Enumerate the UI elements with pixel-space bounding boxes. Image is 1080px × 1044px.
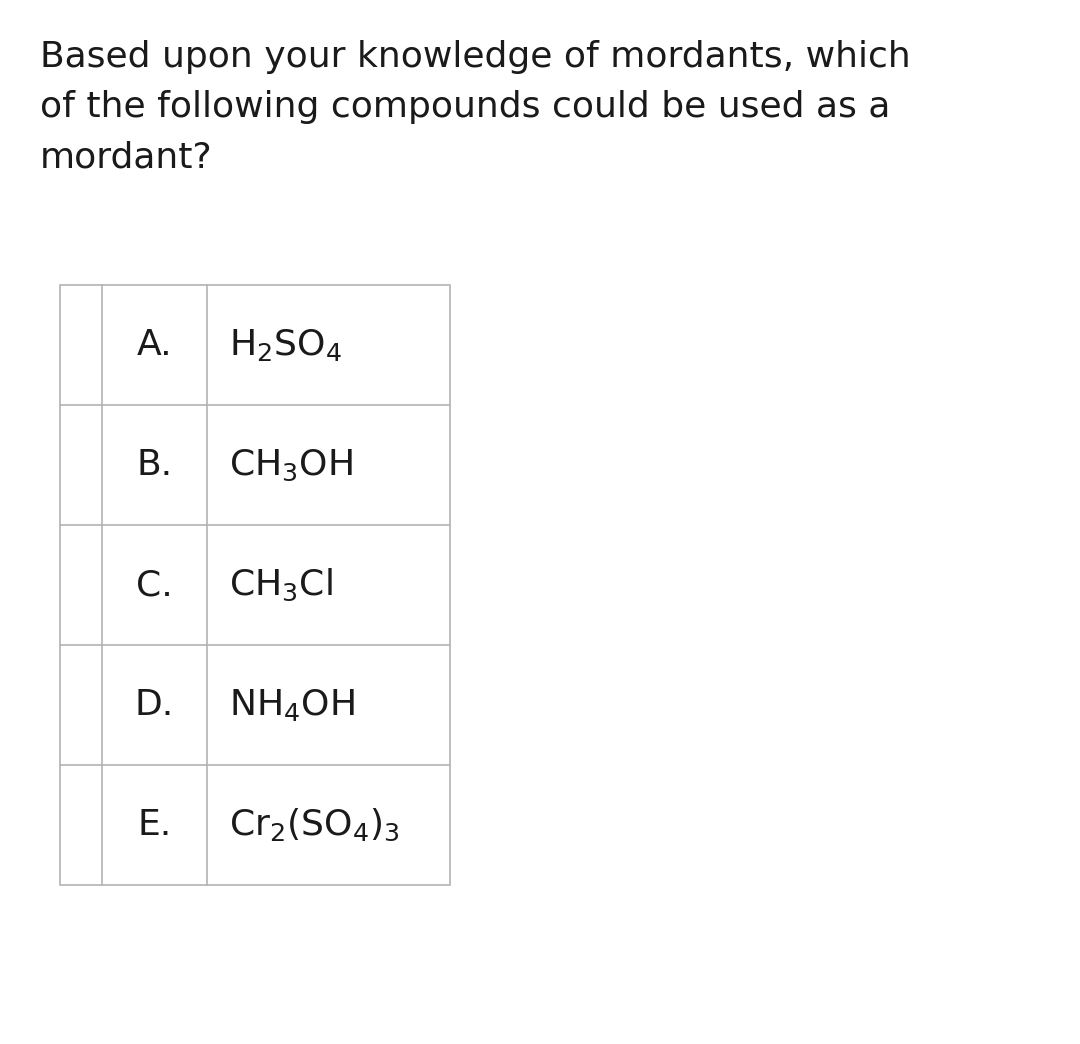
Bar	[60, 285, 450, 885]
Text: $\mathrm{NH_4OH}$: $\mathrm{NH_4OH}$	[229, 687, 354, 723]
Text: mordant?: mordant?	[40, 140, 213, 174]
Text: $\mathrm{CH_3OH}$: $\mathrm{CH_3OH}$	[229, 447, 353, 482]
Text: D.: D.	[135, 688, 174, 722]
Text: Based upon your knowledge of mordants, which: Based upon your knowledge of mordants, w…	[40, 40, 910, 74]
Text: A.: A.	[137, 328, 173, 362]
Text: of the following compounds could be used as a: of the following compounds could be used…	[40, 90, 890, 124]
Text: $\mathrm{Cr_2(SO_4)_3}$: $\mathrm{Cr_2(SO_4)_3}$	[229, 807, 400, 844]
Text: $\mathrm{H_2SO_4}$: $\mathrm{H_2SO_4}$	[229, 327, 342, 363]
Text: B.: B.	[136, 448, 173, 482]
Text: C.: C.	[136, 568, 173, 602]
Text: $\mathrm{CH_3Cl}$: $\mathrm{CH_3Cl}$	[229, 567, 333, 603]
Text: E.: E.	[137, 808, 172, 843]
